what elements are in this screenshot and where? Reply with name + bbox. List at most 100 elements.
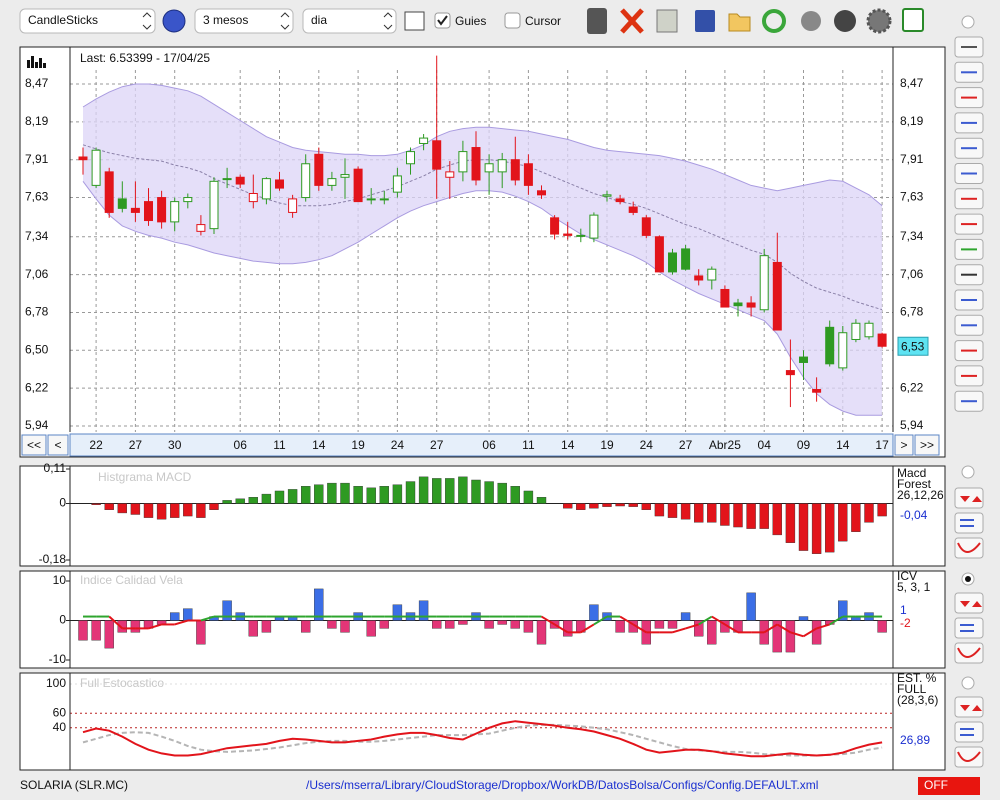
y-tick-label: 40	[53, 720, 67, 734]
tool-button[interactable]	[954, 746, 984, 768]
signal-segment	[698, 615, 713, 626]
bar	[78, 620, 88, 641]
bar	[484, 481, 494, 504]
settings-icon[interactable]	[866, 8, 892, 34]
bar	[327, 620, 337, 629]
y-tick-label: 0	[59, 496, 66, 510]
tool-button[interactable]	[954, 617, 984, 639]
x-tick-label: 22	[89, 438, 103, 452]
nav-last[interactable]	[914, 434, 940, 456]
interval-select[interactable]	[302, 8, 397, 34]
bar	[811, 503, 822, 554]
bar	[707, 503, 717, 523]
candle-body	[785, 370, 795, 376]
candle-body	[589, 214, 599, 239]
tool-button[interactable]	[954, 487, 984, 509]
candle-body	[183, 197, 193, 203]
nav-next[interactable]	[894, 434, 914, 456]
bar	[628, 503, 638, 507]
bar	[563, 620, 573, 637]
bar	[432, 478, 442, 504]
bar	[707, 620, 717, 645]
bar	[91, 620, 101, 641]
candle-body	[144, 201, 153, 222]
y-tick-label-right: 8,47	[900, 76, 924, 90]
candle-body	[537, 190, 546, 196]
candle-body	[117, 198, 127, 209]
chart-icon[interactable]	[404, 11, 425, 31]
status-box	[918, 777, 980, 795]
nav-prev-label: <	[54, 438, 61, 452]
candle-body	[445, 171, 455, 178]
trash-icon[interactable]	[587, 8, 607, 34]
print-icon[interactable]	[656, 9, 678, 33]
nav-next-label: >	[900, 438, 907, 452]
y-tick-label-right: 8,19	[900, 114, 924, 128]
bar	[274, 490, 285, 504]
panel-title: Histgrama MACD	[98, 470, 192, 484]
bar	[261, 493, 272, 504]
help-button[interactable]	[162, 9, 186, 33]
nav-first[interactable]	[21, 434, 47, 456]
chart-type: CandleSticks	[28, 13, 98, 27]
tool-button[interactable]	[954, 721, 984, 743]
tool-button[interactable]	[954, 642, 984, 664]
candle-body	[366, 198, 376, 201]
bar	[248, 620, 259, 637]
radio[interactable]	[961, 15, 975, 29]
candle-body	[628, 206, 638, 213]
indicator-legend: Macd	[897, 466, 926, 480]
tool-button[interactable]	[954, 592, 984, 614]
tool-button[interactable]	[954, 696, 984, 718]
candle-body	[799, 356, 808, 363]
open-icon[interactable]	[728, 13, 751, 32]
bar	[785, 503, 796, 543]
bar	[694, 620, 704, 637]
x-tick-label: 04	[758, 438, 772, 452]
euro-icon[interactable]	[834, 10, 856, 32]
candle-body	[707, 268, 717, 281]
bar	[759, 503, 769, 529]
period-select[interactable]	[194, 8, 294, 34]
y-tick-label-right: 7,06	[900, 267, 924, 281]
config-path[interactable]: /Users/mserra/Library/CloudStorage/Dropb…	[306, 778, 818, 792]
bar	[340, 620, 350, 633]
nav-prev[interactable]	[47, 434, 69, 456]
tool-button[interactable]	[954, 537, 984, 559]
cursor-checkbox[interactable]	[504, 12, 521, 29]
candle-body	[406, 151, 415, 165]
y-tick-label: 8,47	[25, 76, 49, 90]
candle-body	[91, 149, 101, 186]
chart-type-select[interactable]	[19, 8, 156, 34]
tool-button[interactable]	[954, 512, 984, 534]
candle-body	[654, 236, 664, 273]
guides-label: Guies	[455, 14, 486, 28]
refresh-icon[interactable]	[762, 9, 786, 33]
delete-icon[interactable]	[620, 8, 644, 34]
date-axis	[69, 433, 894, 457]
y-tick-label-right: 7,91	[900, 152, 924, 166]
bar	[143, 503, 154, 518]
interval: dia	[311, 13, 327, 27]
bar	[130, 503, 141, 515]
signal-segment	[593, 615, 608, 626]
signal-segment	[200, 615, 215, 622]
bar	[418, 600, 429, 621]
calendar-icon[interactable]	[902, 8, 924, 32]
tool-glyph	[960, 705, 982, 711]
candle-body	[851, 322, 861, 340]
sync-icon[interactable]	[801, 11, 821, 31]
panel-title: Indice Calidad Vela	[80, 573, 183, 587]
bar	[864, 503, 874, 523]
nav-first-label: <<	[27, 438, 41, 452]
bar	[484, 620, 494, 629]
radio[interactable]	[961, 465, 975, 479]
radio[interactable]	[961, 676, 975, 690]
x-tick-label: Abr25	[709, 438, 741, 452]
bar	[654, 503, 665, 517]
save-icon[interactable]	[695, 10, 715, 32]
bar	[838, 503, 848, 542]
signal-segment	[619, 615, 634, 626]
candle-body	[301, 163, 311, 199]
